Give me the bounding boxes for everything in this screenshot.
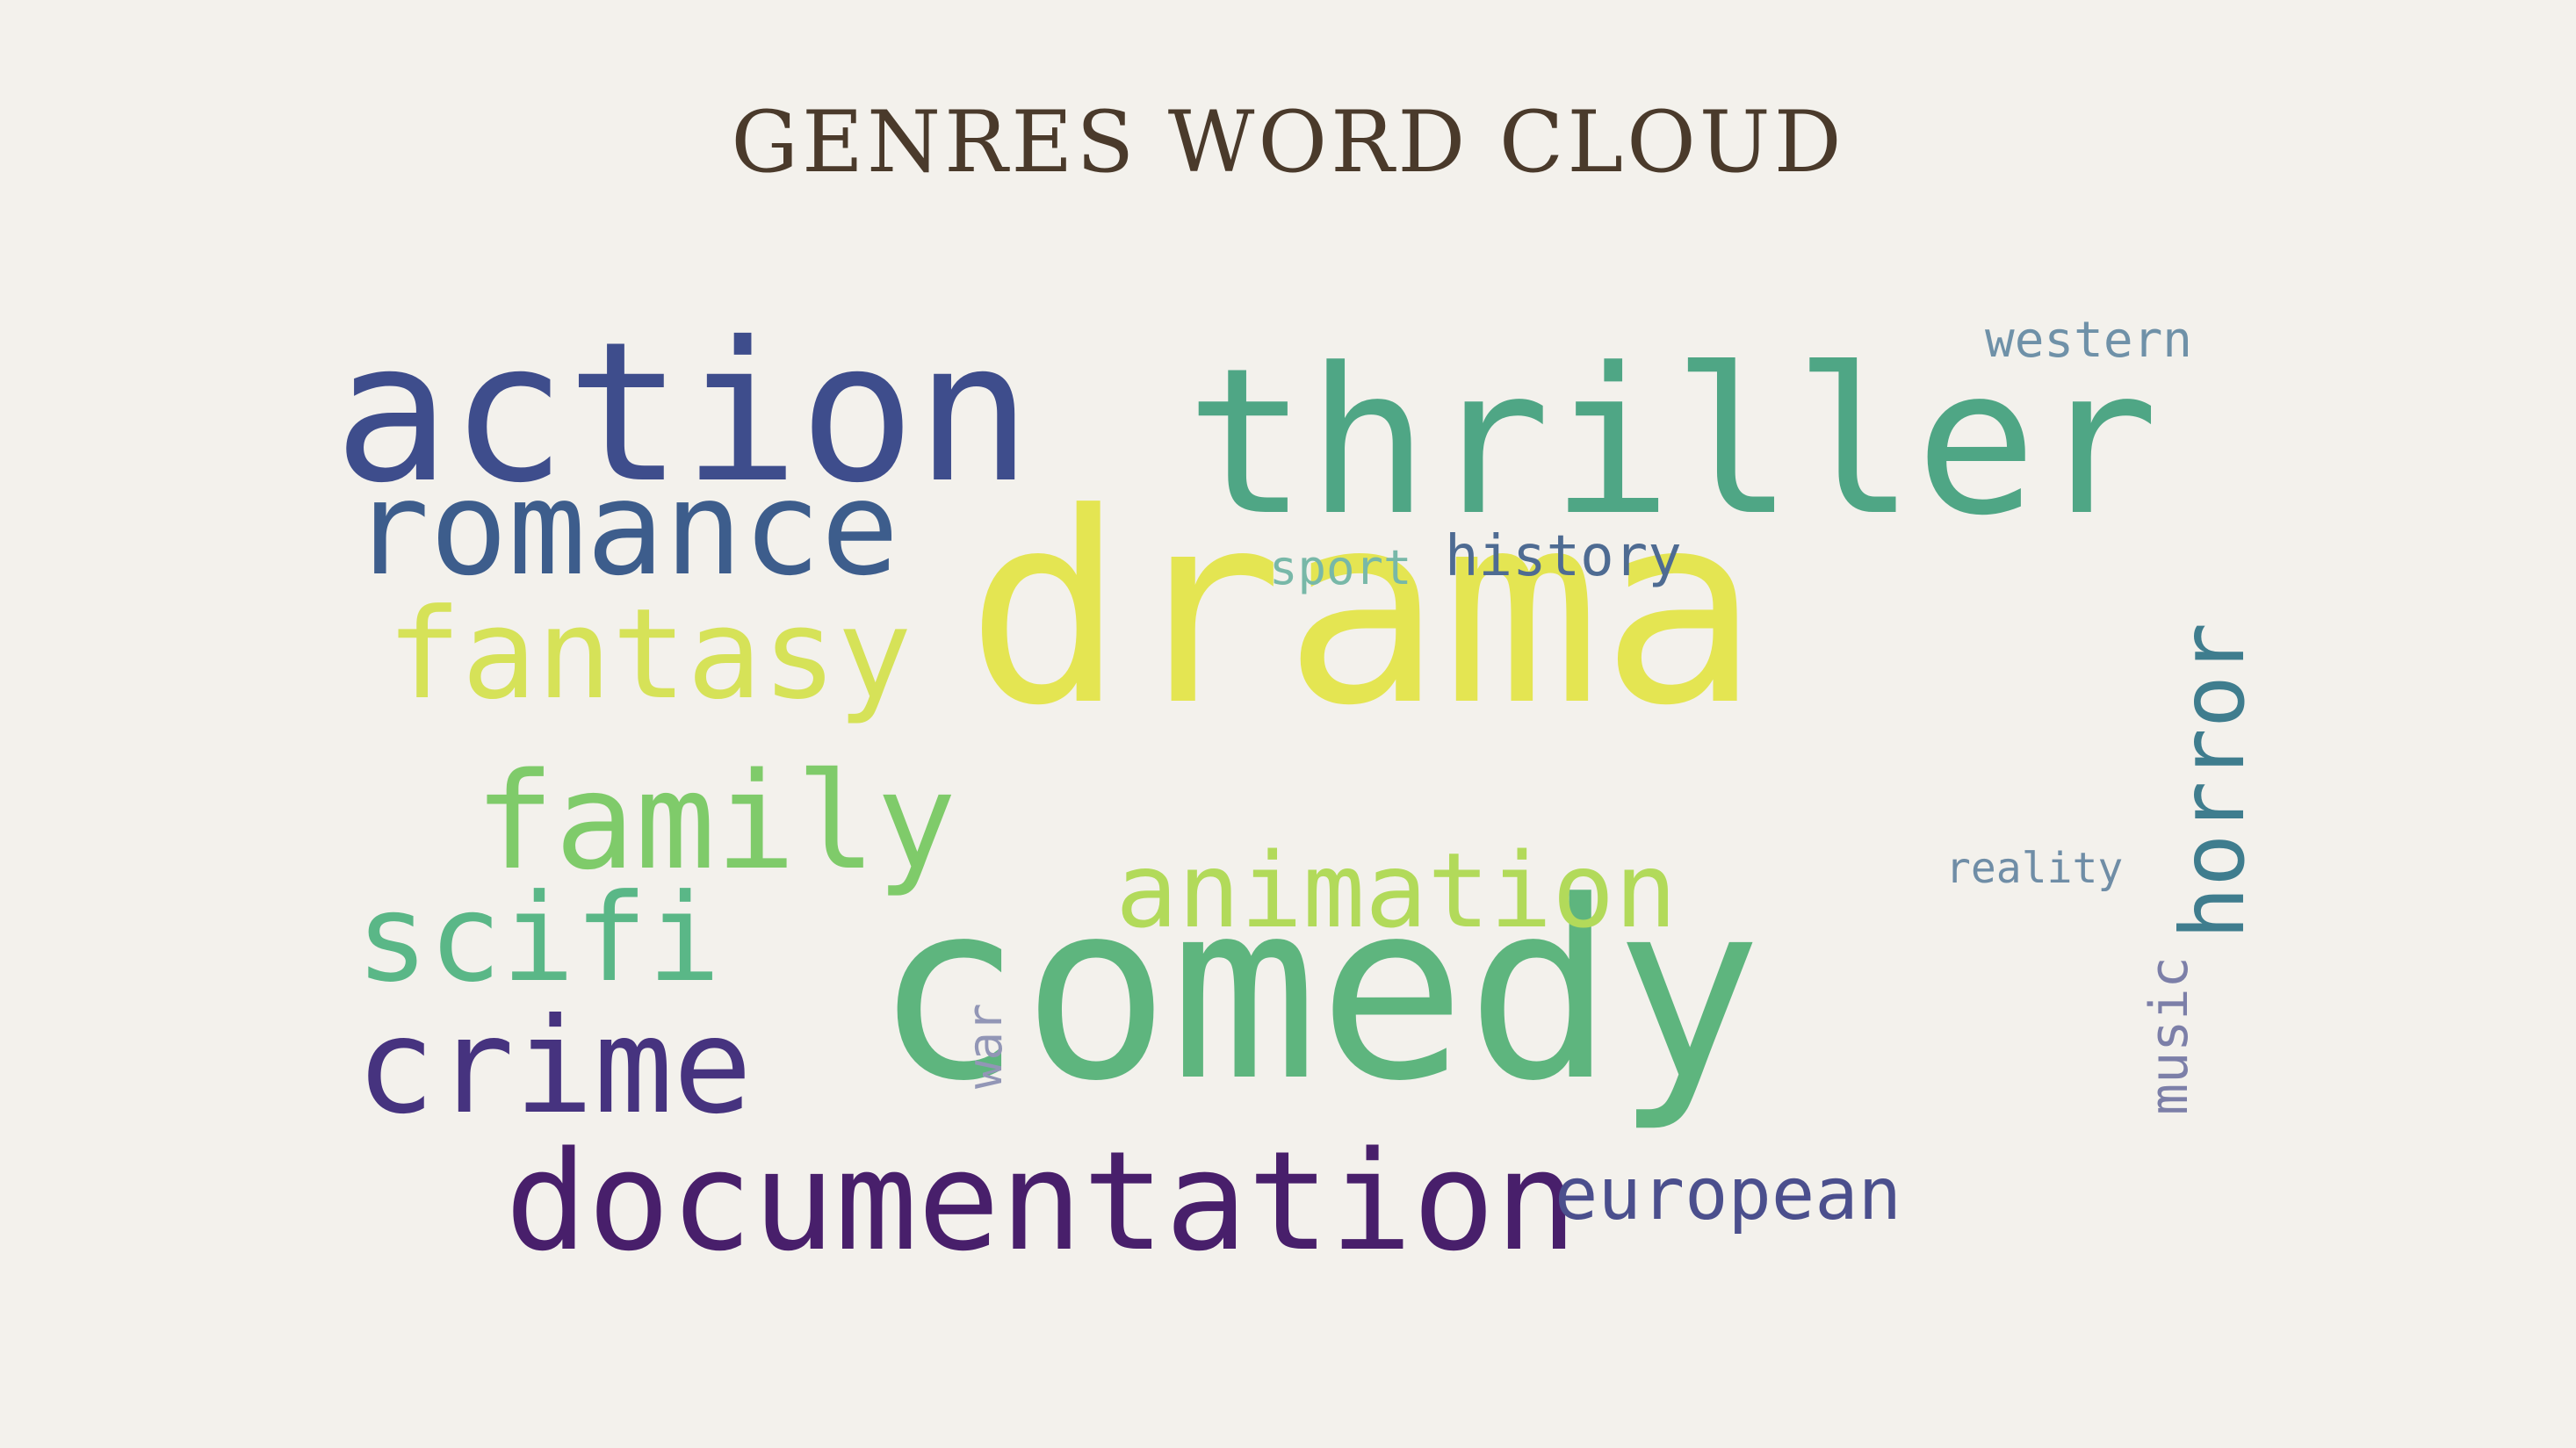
word-fantasy: fantasy <box>386 582 913 727</box>
word-sport: sport <box>1269 540 1412 595</box>
word-european: european <box>1555 1153 1901 1236</box>
word-documentation: documentation <box>505 1121 1577 1281</box>
word-drama: drama <box>966 457 1760 763</box>
word-family: family <box>474 744 957 899</box>
word-romance: romance <box>351 453 899 604</box>
word-reality: reality <box>1945 844 2124 893</box>
page-title: GENRES WORD CLOUD <box>731 93 1845 191</box>
word-comedy: comedy <box>874 849 1763 1135</box>
word-cloud: drama comedy thriller action documentati… <box>334 263 2301 1291</box>
word-history: history <box>1445 524 1682 589</box>
word-animation: animation <box>1115 830 1678 951</box>
word-thriller: thriller <box>1186 326 2159 560</box>
word-action: action <box>334 300 1032 525</box>
word-horror: horror <box>2161 622 2264 940</box>
word-western: western <box>1985 312 2193 369</box>
word-music: music <box>2139 956 2200 1115</box>
word-crime: crime <box>356 991 753 1143</box>
word-scifi: scifi <box>356 868 721 1009</box>
word-war: war <box>957 1003 1013 1089</box>
